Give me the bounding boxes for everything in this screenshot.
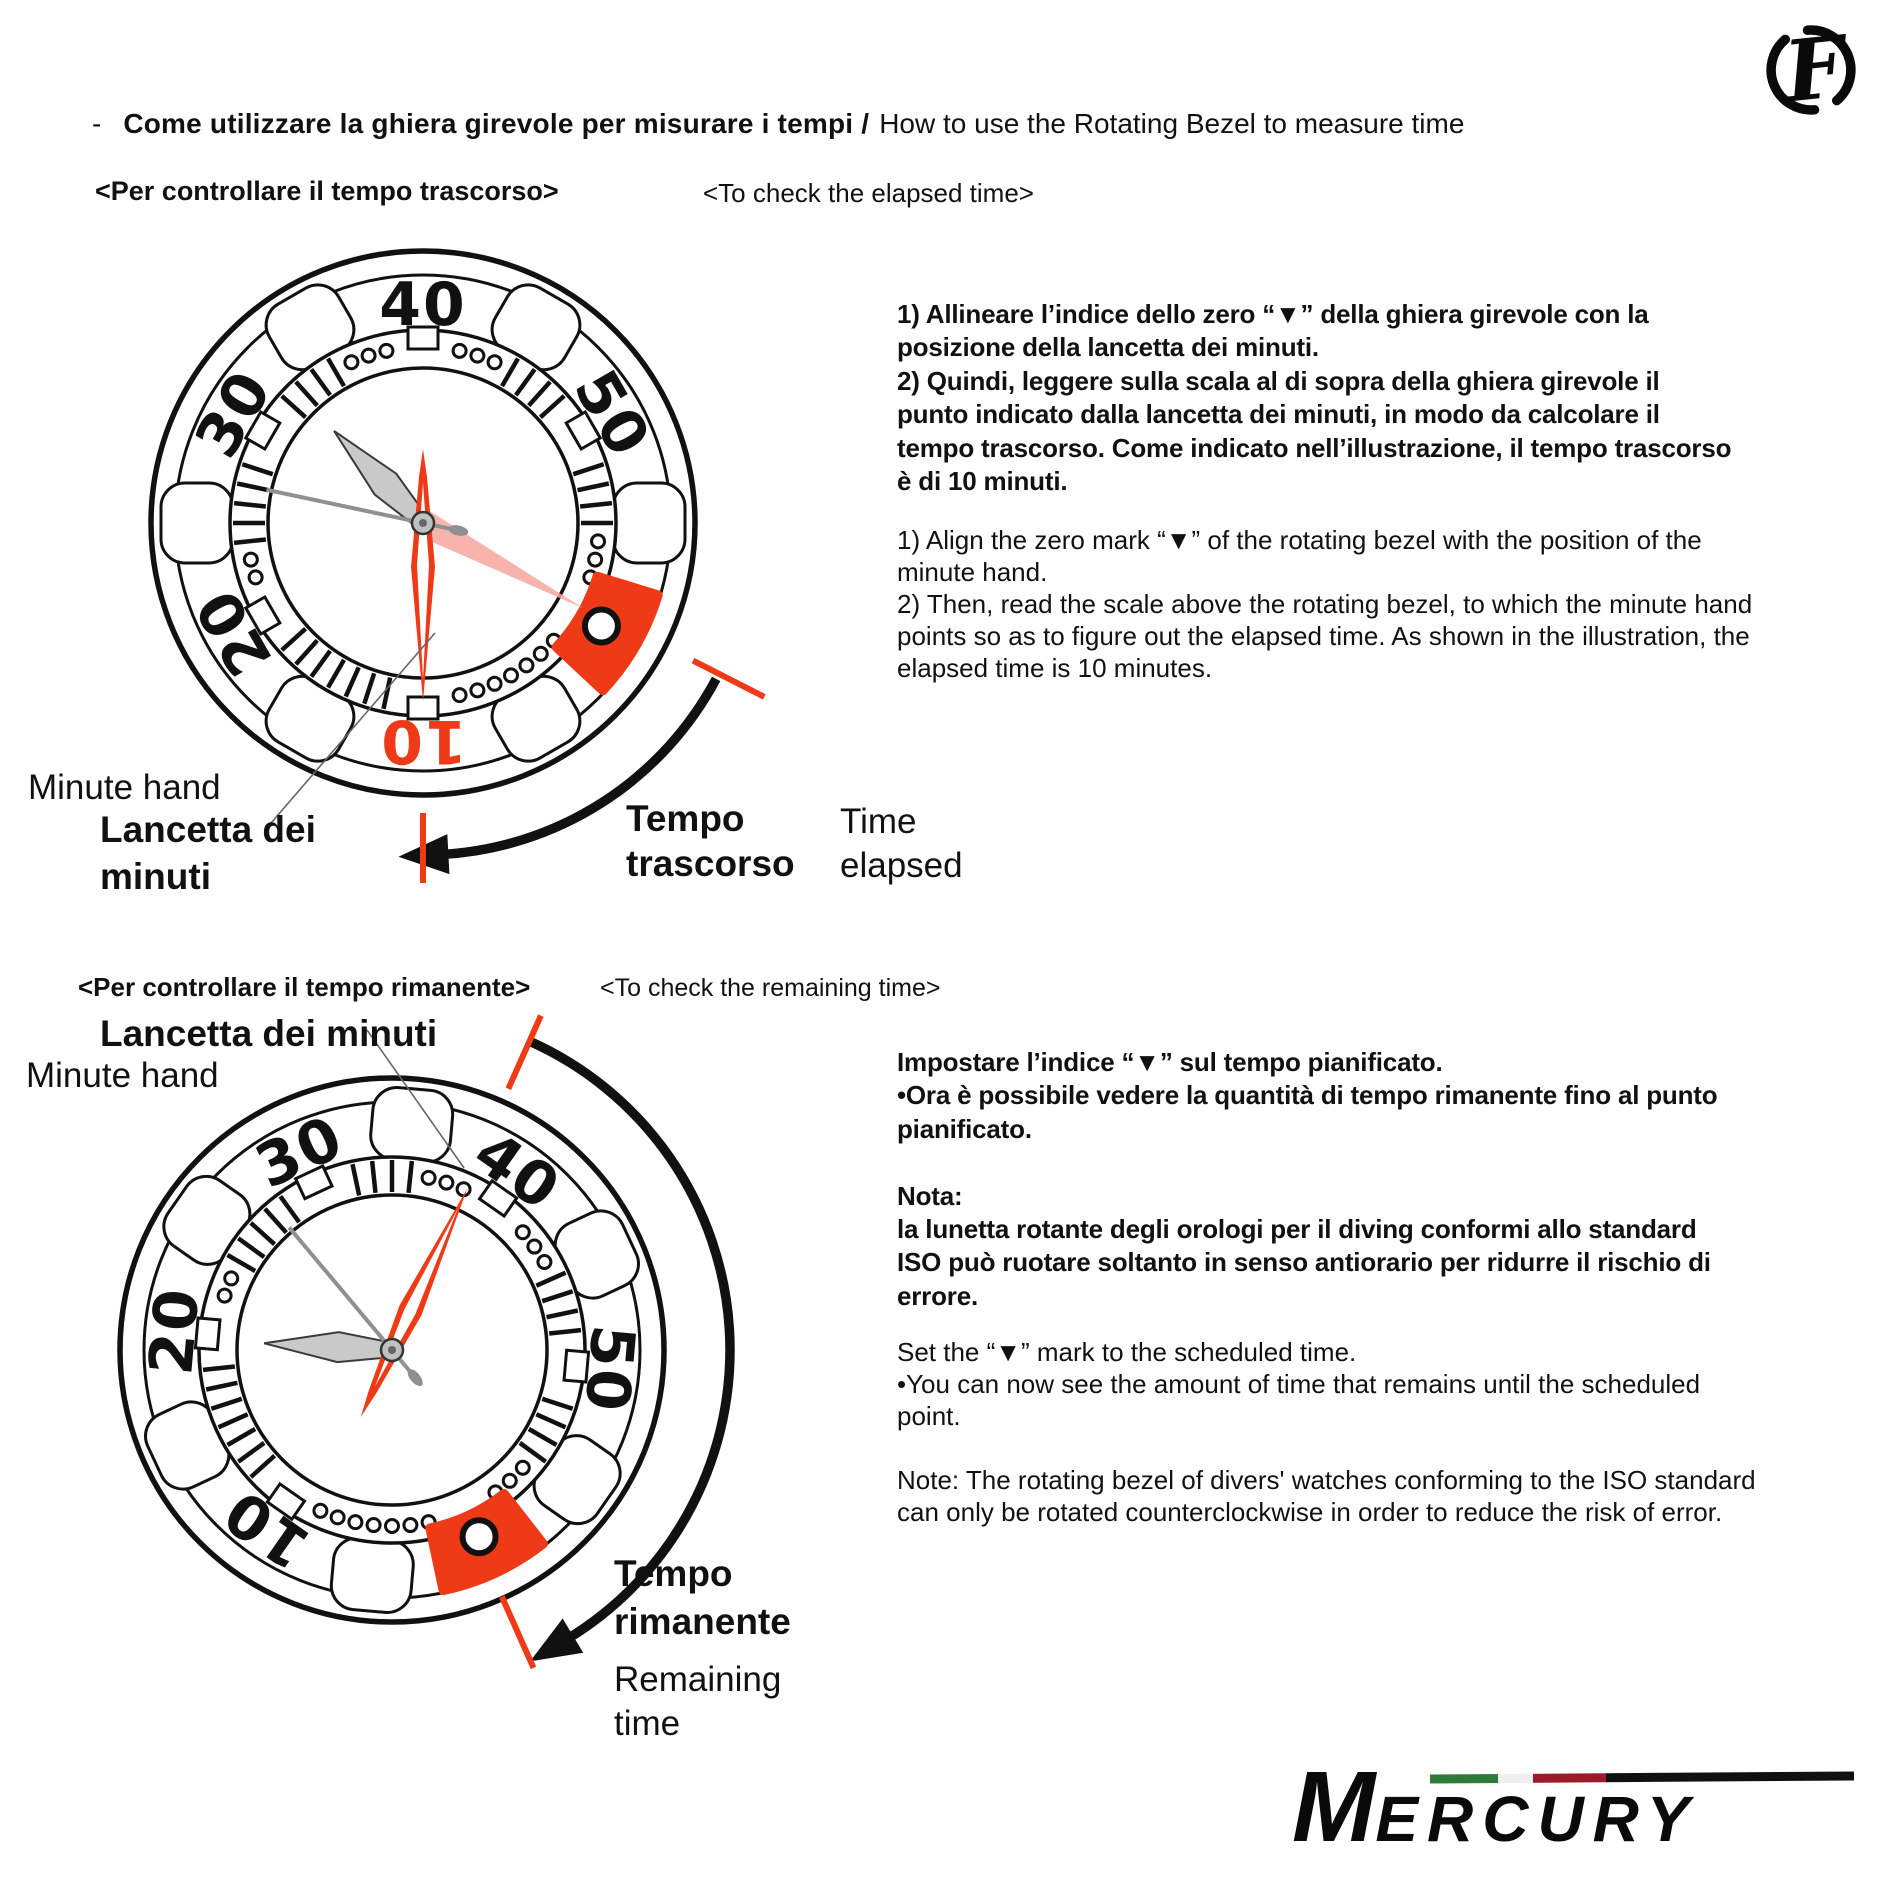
elapsed-heading-english: <To check the elapsed time> (703, 178, 1034, 208)
title-italian: Come utilizzare la ghiera girevole per m… (123, 108, 870, 139)
remaining-instructions-italian: Impostare l’indice “▼” sul tempo pianifi… (897, 1047, 1718, 1311)
minute-hand-label-en-2: Minute hand (26, 1056, 219, 1095)
time-sweep-arrow (440, 676, 721, 860)
case-tab (369, 1086, 455, 1164)
bezel-number-50: 50 (570, 1322, 647, 1415)
remaining-heading-italian: <Per controllare il tempo rimanente> (78, 972, 531, 1002)
title-dash: - (92, 108, 102, 139)
case-tab (159, 481, 235, 565)
case-tab (329, 1536, 415, 1614)
time-sweep-arrow (527, 1036, 735, 1644)
monogram-letter: F (1778, 16, 1855, 121)
elapsed-heading-italian: <Per controllare il tempo trascorso> (95, 176, 559, 206)
wordmark-initial: M (1292, 1751, 1376, 1863)
callout-leader-line (264, 632, 436, 831)
arrowhead-icon (530, 1618, 584, 1662)
callout-leader-line (366, 1029, 465, 1169)
brand-monogram-icon: F (1766, 16, 1856, 122)
bezel-number-10: 10 (379, 706, 467, 776)
red-alignment-tick (505, 1014, 544, 1090)
minute-hand-label-en: Minute hand (28, 768, 221, 807)
zero-marker-lume-dot (581, 606, 621, 646)
remaining-instructions-english: Set the “▼” mark to the scheduled time. … (897, 1337, 1756, 1527)
title-english: How to use the Rotating Bezel to measure… (879, 108, 1465, 139)
case-tab (611, 481, 687, 565)
minute-hand-label-it-2: Lancetta dei minuti (100, 1013, 438, 1054)
remaining-time-label-it: Tempo rimanente (614, 1553, 791, 1642)
red-alignment-tick (691, 657, 766, 700)
brand-wordmark: M ERCURY (1292, 1751, 1867, 1863)
red-alignment-tick (499, 1595, 537, 1670)
elapsed-time-label-it: Tempo trascorso (626, 798, 795, 884)
elapsed-time-label-en: Time elapsed (840, 802, 963, 885)
elapsed-instructions-italian: 1) Allineare l’indice dello zero “▼” del… (897, 299, 1732, 497)
page-title: - Come utilizzare la ghiera girevole per … (92, 108, 1464, 140)
minute-hand-label-it: Lancetta dei minuti (100, 809, 316, 897)
bezel-number-40: 40 (379, 270, 467, 340)
remaining-time-label-en: Remaining time (614, 1660, 782, 1743)
wordmark-rest: ERCURY (1375, 1783, 1699, 1855)
elapsed-instructions-english: 1) Align the zero mark “▼” of the rotati… (897, 525, 1753, 683)
bezel-number-20: 20 (136, 1284, 213, 1377)
remaining-heading-english: <To check the remaining time> (600, 974, 941, 1002)
zero-marker-lume-dot (459, 1517, 499, 1557)
